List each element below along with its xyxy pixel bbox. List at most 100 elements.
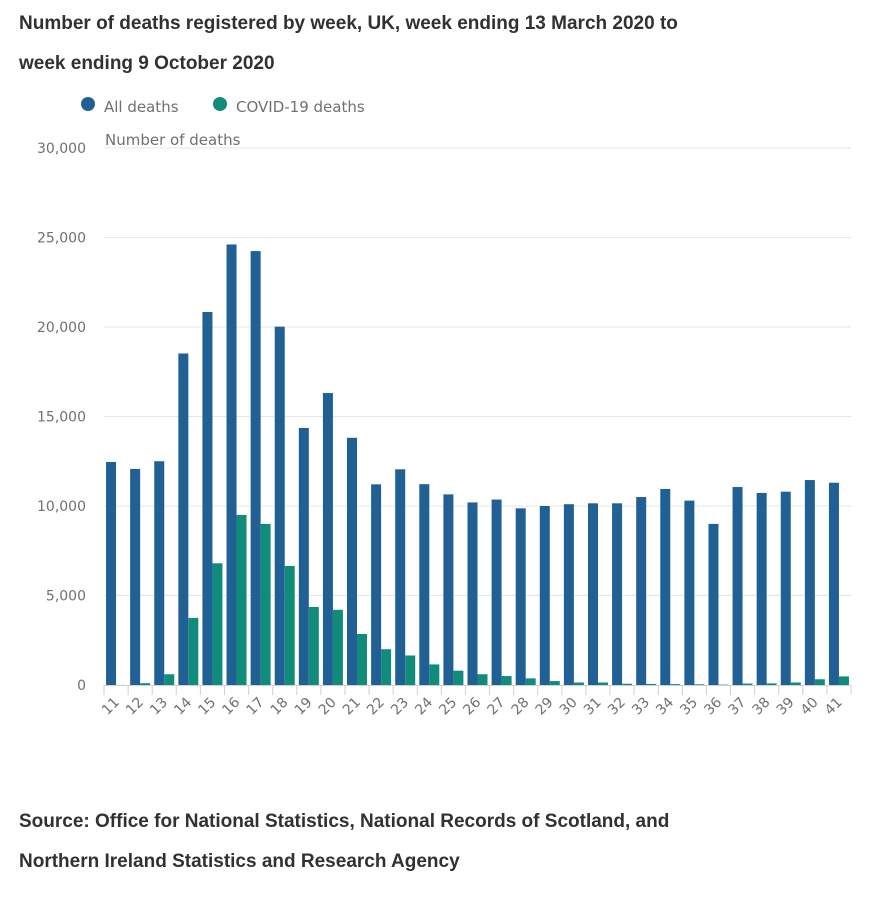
bar-all-deaths[interactable] xyxy=(130,468,141,685)
legend-item-covid-deaths[interactable]: COVID-19 deaths xyxy=(213,97,365,116)
bar-all-deaths[interactable] xyxy=(563,504,574,685)
bar-covid-deaths[interactable] xyxy=(140,683,151,685)
legend: All deaths COVID-19 deaths xyxy=(81,97,365,116)
x-tick-label: 20 xyxy=(316,695,340,719)
bar-all-deaths[interactable] xyxy=(106,461,117,685)
chart-title: Number of deaths registered by week, UK,… xyxy=(19,4,799,84)
bar-all-deaths[interactable] xyxy=(660,488,671,685)
bar-covid-deaths[interactable] xyxy=(236,514,247,685)
x-tick-label: 38 xyxy=(750,695,774,719)
legend-marker-all-deaths xyxy=(81,97,95,111)
bar-all-deaths[interactable] xyxy=(636,497,647,685)
bar-all-deaths[interactable] xyxy=(419,484,430,685)
bar-covid-deaths[interactable] xyxy=(525,678,536,685)
y-tick-label: 25,000 xyxy=(37,231,86,247)
bar-all-deaths[interactable] xyxy=(467,502,478,685)
bar-all-deaths[interactable] xyxy=(515,508,526,685)
x-tick-label: 13 xyxy=(147,695,171,719)
x-tick-label: 39 xyxy=(774,695,798,719)
bar-covid-deaths[interactable] xyxy=(814,679,825,685)
x-tick-label: 32 xyxy=(605,695,629,719)
y-tick-label: 15,000 xyxy=(37,410,86,426)
x-tick-label: 24 xyxy=(412,694,436,718)
bar-covid-deaths[interactable] xyxy=(670,684,681,685)
bar-covid-deaths[interactable] xyxy=(549,681,560,685)
bar-covid-deaths[interactable] xyxy=(694,684,705,685)
x-tick-label: 17 xyxy=(244,695,268,719)
bar-covid-deaths[interactable] xyxy=(212,563,223,685)
legend-label-covid-deaths: COVID-19 deaths xyxy=(236,98,365,116)
bar-covid-deaths[interactable] xyxy=(622,683,633,685)
legend-item-all-deaths[interactable]: All deaths xyxy=(81,97,179,116)
source-line-1: Source: Office for National Statistics, … xyxy=(19,811,670,832)
chart-source: Source: Office for National Statistics, … xyxy=(19,802,839,882)
bar-covid-deaths[interactable] xyxy=(332,609,343,685)
bar-covid-deaths[interactable] xyxy=(429,664,440,685)
x-tick-label: 16 xyxy=(219,694,243,718)
bar-all-deaths[interactable] xyxy=(298,427,309,685)
bar-all-deaths[interactable] xyxy=(684,500,695,685)
chart-title-line-2: week ending 9 October 2020 xyxy=(19,53,275,74)
bar-all-deaths[interactable] xyxy=(202,311,213,685)
bar-covid-deaths[interactable] xyxy=(573,682,584,685)
bar-all-deaths[interactable] xyxy=(250,251,261,685)
bar-covid-deaths[interactable] xyxy=(646,683,657,685)
x-tick-label: 36 xyxy=(701,694,725,718)
bar-covid-deaths[interactable] xyxy=(477,674,488,685)
bar-all-deaths[interactable] xyxy=(154,461,165,685)
x-tick-label: 21 xyxy=(340,695,364,719)
x-tick-label: 31 xyxy=(581,695,605,719)
bar-all-deaths[interactable] xyxy=(804,480,815,685)
bar-all-deaths[interactable] xyxy=(274,326,285,685)
bar-all-deaths[interactable] xyxy=(395,469,406,685)
bar-covid-deaths[interactable] xyxy=(742,683,753,685)
bar-covid-deaths[interactable] xyxy=(308,606,319,685)
bar-covid-deaths[interactable] xyxy=(838,676,849,685)
bars xyxy=(106,244,849,685)
bar-covid-deaths[interactable] xyxy=(284,565,295,685)
x-tick-label: 41 xyxy=(822,695,846,719)
bar-all-deaths[interactable] xyxy=(708,523,719,685)
bar-all-deaths[interactable] xyxy=(347,437,358,685)
bar-all-deaths[interactable] xyxy=(322,393,333,685)
bar-all-deaths[interactable] xyxy=(612,503,623,685)
x-tick-label: 35 xyxy=(677,695,701,719)
bar-covid-deaths[interactable] xyxy=(766,683,777,685)
x-tick-label: 30 xyxy=(557,695,581,719)
x-tick-label: 34 xyxy=(653,694,677,718)
x-tick-label: 15 xyxy=(195,695,219,719)
x-axis: 11 12 13 14 15 16 17 18 19 20 21 22 23 24 25 26 27 28 29 30… xyxy=(99,685,852,719)
bar-covid-deaths[interactable] xyxy=(597,682,608,685)
bar-all-deaths[interactable] xyxy=(780,491,791,685)
bar-all-deaths[interactable] xyxy=(226,244,237,685)
bar-all-deaths[interactable] xyxy=(178,353,189,685)
bar-covid-deaths[interactable] xyxy=(405,655,416,685)
bar-all-deaths[interactable] xyxy=(371,484,382,685)
bar-covid-deaths[interactable] xyxy=(164,674,175,685)
x-tick-label: 19 xyxy=(292,695,316,719)
y-tick-label: 10,000 xyxy=(37,499,86,515)
bar-covid-deaths[interactable] xyxy=(381,649,392,685)
x-tick-label: 14 xyxy=(171,694,195,718)
bar-all-deaths[interactable] xyxy=(443,494,454,685)
x-tick-label: 26 xyxy=(460,694,484,718)
x-tick-label: 11 xyxy=(99,695,123,719)
legend-label-all-deaths: All deaths xyxy=(104,98,179,116)
x-tick-label: 29 xyxy=(533,695,557,719)
y-tick-label: 5,000 xyxy=(46,589,86,605)
bar-all-deaths[interactable] xyxy=(539,506,550,685)
x-tick-label: 28 xyxy=(509,695,533,719)
bar-all-deaths[interactable] xyxy=(732,487,743,685)
bar-covid-deaths[interactable] xyxy=(357,633,368,685)
bar-covid-deaths[interactable] xyxy=(501,676,512,685)
bar-covid-deaths[interactable] xyxy=(260,523,271,685)
bar-covid-deaths[interactable] xyxy=(188,617,199,685)
bar-covid-deaths[interactable] xyxy=(790,682,801,685)
y-tick-label: 30,000 xyxy=(37,141,86,157)
bar-all-deaths[interactable] xyxy=(587,503,598,685)
bar-covid-deaths[interactable] xyxy=(453,670,464,685)
bar-all-deaths[interactable] xyxy=(491,499,502,685)
source-line-2: Northern Ireland Statistics and Research… xyxy=(19,851,460,872)
bar-all-deaths[interactable] xyxy=(756,492,767,685)
bar-all-deaths[interactable] xyxy=(828,482,839,685)
